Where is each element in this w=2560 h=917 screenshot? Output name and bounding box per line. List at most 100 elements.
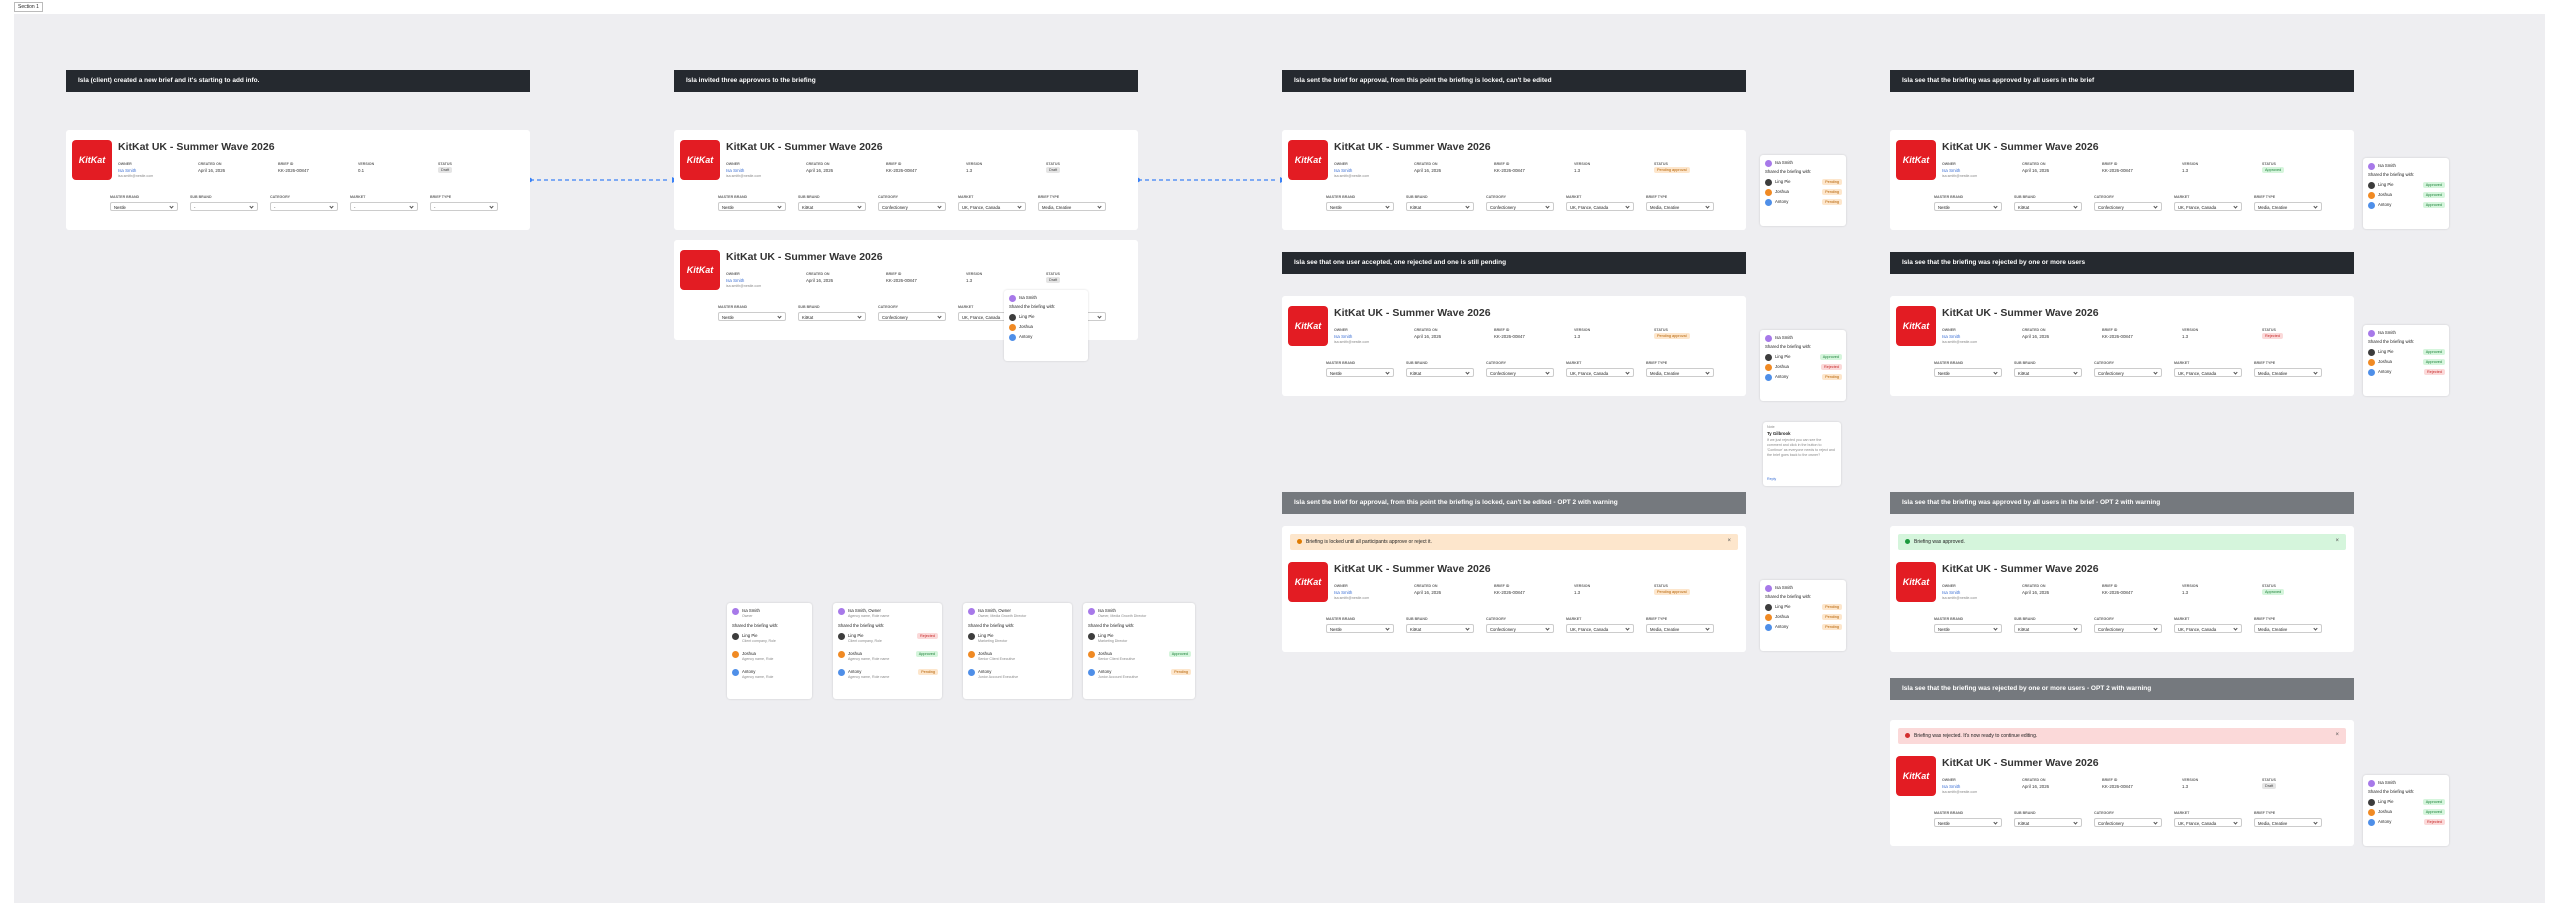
share-heading: Shared the briefing with: bbox=[1009, 304, 1056, 309]
user-subtitle: Client company, Role bbox=[742, 639, 776, 643]
dropdown[interactable]: Confectionery bbox=[2094, 202, 2162, 211]
status-badge: Rejected bbox=[2262, 333, 2283, 339]
dropdown[interactable]: UK, France, Canada bbox=[958, 202, 1026, 211]
dropdown[interactable]: Confectionery bbox=[1486, 624, 1554, 633]
dropdown[interactable]: KitKat bbox=[1406, 368, 1474, 377]
dropdown[interactable]: - bbox=[350, 202, 418, 211]
share-panel: Isa Smith, Owner Owner, Media Growth Dire… bbox=[963, 603, 1072, 699]
version: 0.1 bbox=[358, 168, 365, 173]
dropdown-label: SUB BRAND bbox=[2014, 195, 2036, 199]
share-heading: Shared the briefing with: bbox=[1765, 594, 1812, 599]
brief-card: KitKat KitKat UK - Summer Wave 2026 OWNER C… bbox=[1282, 296, 1746, 396]
owner-email: isa.smith@nestle.com bbox=[1942, 174, 1978, 178]
dropdown[interactable]: UK, France, Canada bbox=[1566, 202, 1634, 211]
dropdown[interactable]: Nestle bbox=[718, 312, 786, 321]
dropdown-label: CATEGORY bbox=[1486, 361, 1506, 365]
brief-id: KK-2026-00847 bbox=[1494, 334, 1525, 339]
user-name: Ling Pie bbox=[1019, 314, 1035, 319]
owner-avatar bbox=[2368, 163, 2375, 170]
comment-box: Note Ty Gilbrook If we just rejected you c… bbox=[1763, 422, 1841, 486]
dropdown[interactable]: KitKat bbox=[798, 312, 866, 321]
user-name: Ling Pie bbox=[1775, 179, 1791, 184]
user-name: Ling Pie bbox=[742, 633, 758, 638]
brief-card: KitKat KitKat UK - Summer Wave 2026 OWNER C… bbox=[1890, 130, 2354, 230]
dropdown[interactable]: Nestle bbox=[1934, 368, 2002, 377]
user-name: Antony bbox=[1775, 624, 1789, 629]
dropdown[interactable]: Media, Creative bbox=[1646, 624, 1714, 633]
dropdown[interactable]: UK, France, Canada bbox=[2174, 624, 2242, 633]
field-label: VERSION bbox=[1574, 162, 1591, 166]
share-heading: Shared the briefing with: bbox=[1088, 623, 1135, 628]
dropdown[interactable]: - bbox=[270, 202, 338, 211]
dropdown[interactable]: KitKat bbox=[2014, 624, 2082, 633]
dropdown[interactable]: KitKat bbox=[2014, 818, 2082, 827]
field-label: VERSION bbox=[2182, 328, 2199, 332]
step-header: Isla see that the briefing was approved … bbox=[1890, 70, 2354, 92]
comment-action[interactable]: Reply bbox=[1767, 477, 1777, 481]
owner-email: isa.smith@nestle.com bbox=[1942, 340, 1978, 344]
user-avatar bbox=[2368, 369, 2375, 376]
share-panel: Isa Smith Owner Shared the briefing with: L… bbox=[727, 603, 812, 699]
dropdown[interactable]: Confectionery bbox=[878, 202, 946, 211]
dropdown[interactable]: Nestle bbox=[1934, 202, 2002, 211]
dropdown[interactable]: Media, Creative bbox=[2254, 624, 2322, 633]
dropdown[interactable]: KitKat bbox=[798, 202, 866, 211]
share-popover: Isa Smith Shared the briefing with: Ling P… bbox=[1760, 155, 1846, 226]
dropdown[interactable]: - bbox=[190, 202, 258, 211]
field-label: CREATED ON bbox=[198, 162, 222, 166]
dropdown[interactable]: Nestle bbox=[1326, 202, 1394, 211]
dropdown[interactable]: UK, France, Canada bbox=[2174, 818, 2242, 827]
approval-badge: Rejected bbox=[2424, 369, 2445, 375]
banner-close[interactable]: × bbox=[2335, 538, 2339, 544]
dropdown[interactable]: Media, Creative bbox=[1038, 202, 1106, 211]
user-name: Joshua bbox=[1775, 189, 1789, 194]
dropdown[interactable]: Confectionery bbox=[1486, 202, 1554, 211]
dropdown[interactable]: Media, Creative bbox=[2254, 202, 2322, 211]
banner-close[interactable]: × bbox=[2335, 732, 2339, 738]
dropdown[interactable]: Confectionery bbox=[1486, 368, 1554, 377]
dropdown[interactable]: Confectionery bbox=[2094, 624, 2162, 633]
banner-close[interactable]: × bbox=[1727, 538, 1731, 544]
user-avatar bbox=[838, 669, 845, 676]
field-label: BRIEF ID bbox=[2102, 328, 2118, 332]
brief-title: KitKat UK - Summer Wave 2026 bbox=[1942, 757, 2099, 769]
dropdown-label: BRIEF TYPE bbox=[430, 195, 452, 199]
dropdown[interactable]: Nestle bbox=[1934, 818, 2002, 827]
dropdown[interactable]: Media, Creative bbox=[2254, 818, 2322, 827]
brand-logo: KitKat bbox=[1896, 562, 1936, 602]
user-subtitle: Client company, Role bbox=[848, 639, 882, 643]
dropdown[interactable]: Media, Creative bbox=[1646, 202, 1714, 211]
owner-email: isa.smith@nestle.com bbox=[1334, 596, 1370, 600]
dropdown[interactable]: Nestle bbox=[1934, 624, 2002, 633]
dropdown[interactable]: Nestle bbox=[1326, 624, 1394, 633]
dropdown[interactable]: Media, Creative bbox=[1646, 368, 1714, 377]
user-name: Joshua bbox=[848, 651, 862, 656]
field-label: CREATED ON bbox=[1414, 328, 1438, 332]
dropdown[interactable]: Nestle bbox=[110, 202, 178, 211]
dropdown[interactable]: Media, Creative bbox=[2254, 368, 2322, 377]
dropdown[interactable]: Nestle bbox=[1326, 368, 1394, 377]
dropdown[interactable]: UK, France, Canada bbox=[2174, 202, 2242, 211]
dropdown[interactable]: UK, France, Canada bbox=[2174, 368, 2242, 377]
dropdown[interactable]: KitKat bbox=[1406, 202, 1474, 211]
approval-badge: Pending bbox=[1171, 669, 1191, 675]
dropdown[interactable]: Confectionery bbox=[2094, 818, 2162, 827]
dropdown[interactable]: KitKat bbox=[2014, 368, 2082, 377]
dropdown[interactable]: Confectionery bbox=[2094, 368, 2162, 377]
user-avatar bbox=[1009, 334, 1016, 341]
field-label: OWNER bbox=[1334, 162, 1348, 166]
owner-avatar bbox=[732, 608, 739, 615]
share-heading: Shared the briefing with: bbox=[732, 623, 779, 628]
brief-title: KitKat UK - Summer Wave 2026 bbox=[1334, 563, 1491, 575]
dropdown[interactable]: UK, France, Canada bbox=[1566, 368, 1634, 377]
dropdown[interactable]: Confectionery bbox=[878, 312, 946, 321]
user-avatar bbox=[968, 651, 975, 658]
banner: Briefing was approved. × bbox=[1898, 534, 2346, 550]
dropdown[interactable]: KitKat bbox=[1406, 624, 1474, 633]
step-header: Isla invited three approvers to the brie… bbox=[674, 70, 1138, 92]
user-avatar bbox=[732, 669, 739, 676]
dropdown[interactable]: UK, France, Canada bbox=[1566, 624, 1634, 633]
dropdown[interactable]: KitKat bbox=[2014, 202, 2082, 211]
dropdown[interactable]: Nestle bbox=[718, 202, 786, 211]
dropdown[interactable]: - bbox=[430, 202, 498, 211]
